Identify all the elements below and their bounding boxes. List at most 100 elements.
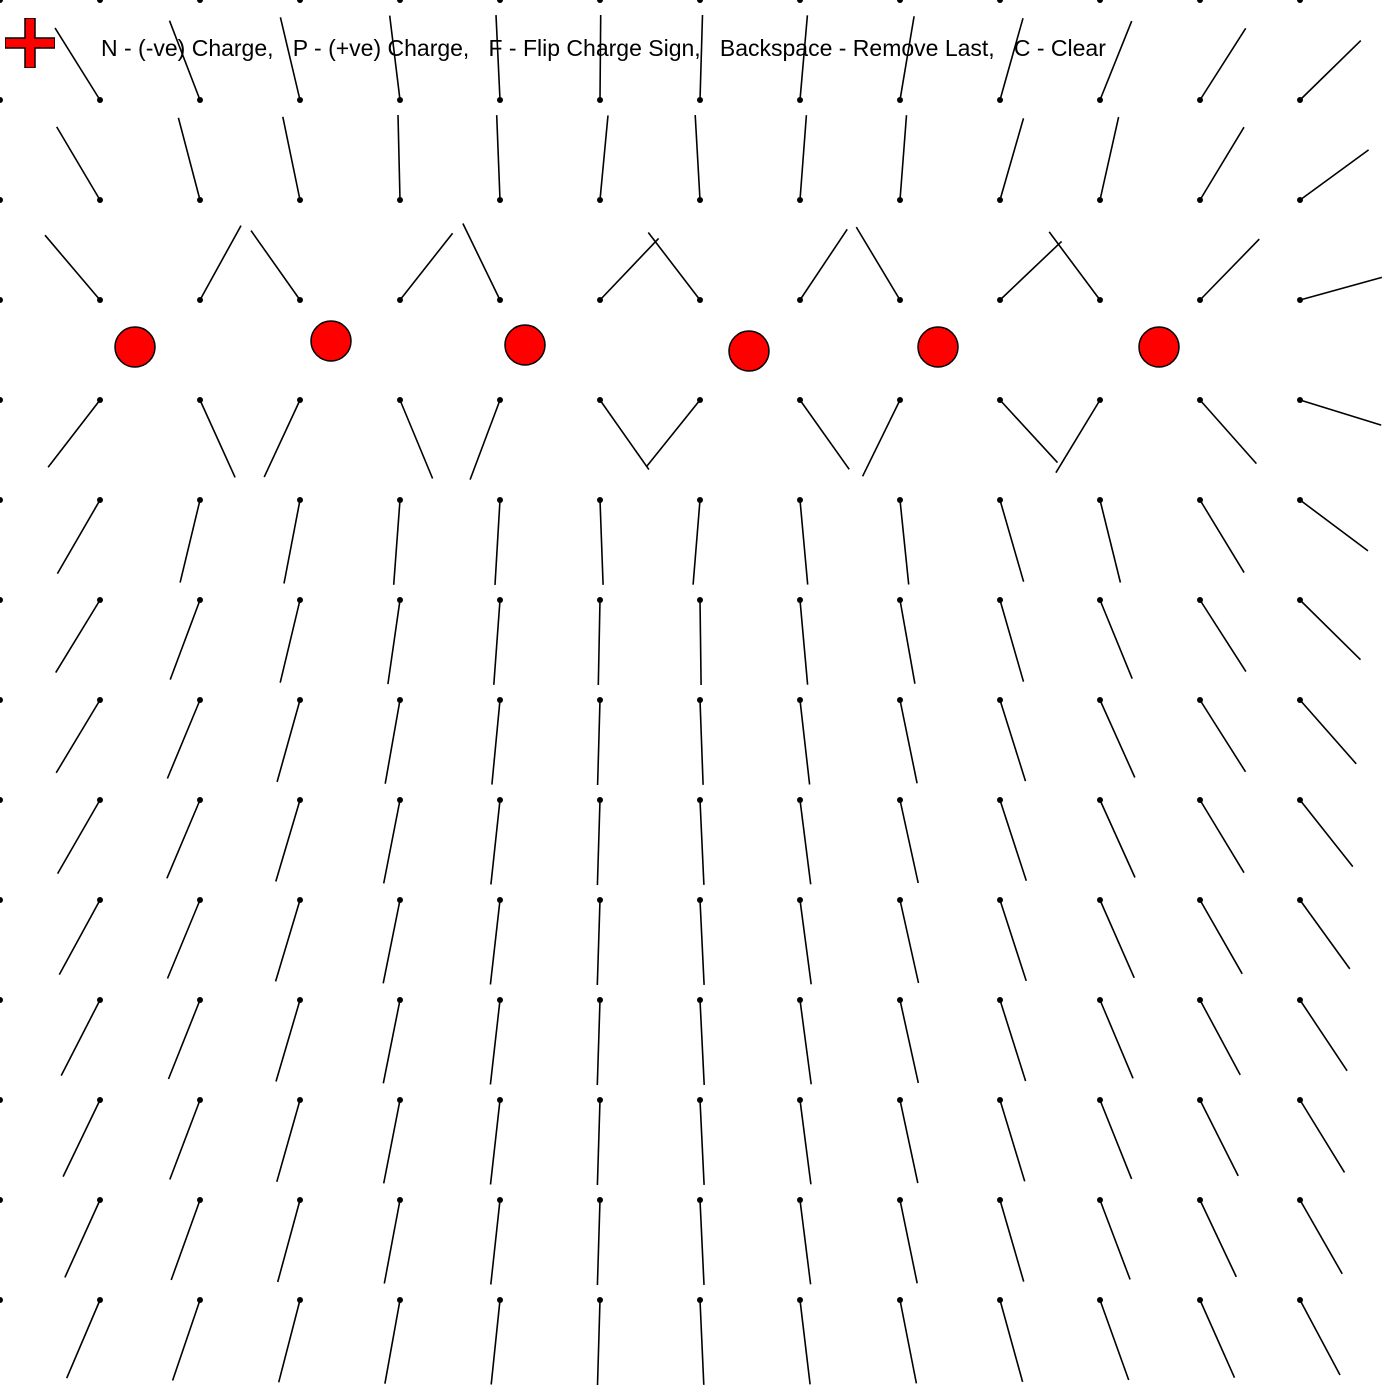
field-vector [799,899,812,985]
vector-origin-dot [997,1297,1003,1303]
vector-origin-dot [497,197,503,203]
field-vector [1299,999,1348,1072]
field-vector [699,1099,705,1185]
field-vector [382,799,401,884]
field-vector [490,1299,501,1385]
vector-origin-dot [497,497,503,503]
vector-origin-dot [97,697,103,703]
field-vector [1299,899,1351,970]
vector-origin-dot [697,597,703,603]
positive-charge[interactable] [917,326,959,368]
vector-origin-dot [297,1197,303,1203]
instructions-text: N - (-ve) Charge, P - (+ve) Charge, F - … [101,35,1106,61]
vector-origin-dot [897,697,903,703]
vector-origin-dot [1097,397,1103,403]
vector-origin-dot [1097,497,1103,503]
field-vector [999,1099,1026,1182]
field-vector [469,399,501,480]
vector-origin-dot [1297,0,1303,3]
vector-origin-dot [1297,1197,1303,1203]
vector-origin-dot [197,897,203,903]
field-vector [1099,20,1133,101]
field-vector [383,1199,401,1284]
positive-charge[interactable] [310,320,352,362]
field-vector [494,499,501,585]
field-vector [283,499,301,584]
field-vector [1299,276,1383,301]
field-vector [599,14,602,101]
vector-origin-dot [297,597,303,603]
vector-origin-dot [197,0,203,3]
vector-origin-dot [397,397,403,403]
vector-origin-dot [697,297,703,303]
vector-origin-dot [197,197,203,203]
vector-origin-dot [1297,297,1303,303]
vector-origin-dot [397,1197,403,1203]
vector-origin-dot [797,0,803,3]
field-vector [1199,1299,1236,1379]
field-vector [799,1199,812,1285]
positive-charge[interactable] [114,326,156,368]
field-vector [1299,1299,1341,1376]
field-vector [699,599,702,686]
field-vector [999,699,1027,782]
vector-origin-dot [697,1297,703,1303]
vector-origin-dot [1197,1197,1203,1203]
vector-origin-dot [1297,697,1303,703]
vector-origin-dot [197,497,203,503]
field-vector [599,115,609,201]
field-vector [692,499,701,585]
plus-icon-shape [5,18,55,68]
positive-charge[interactable] [1138,326,1180,368]
vector-origin-dot [697,797,703,803]
field-vector [899,16,915,101]
vector-origin-dot [697,1097,703,1103]
vector-origin-dot [497,1197,503,1203]
vector-origin-dot [297,1097,303,1103]
vector-origin-dot [797,397,803,403]
field-vector [899,1199,918,1284]
vector-origin-dot [997,397,1003,403]
vector-origin-dot [797,897,803,903]
field-vector [462,223,501,301]
vector-origin-dot [1197,997,1203,1003]
vector-origin-dot [1097,1097,1103,1103]
field-vector [999,17,1024,101]
vector-origin-dot [897,1297,903,1303]
vector-origin-dot [0,1197,3,1203]
field-vector [1055,399,1101,474]
field-vector [596,1099,601,1186]
positive-charge[interactable] [504,324,546,366]
field-vector [999,799,1028,882]
charges-layer [114,320,1180,372]
vector-origin-dot [397,697,403,703]
vector-origin-dot [1097,197,1103,203]
vector-origin-dot [997,997,1003,1003]
field-vector [699,999,705,1085]
vector-origin-dot [1197,597,1203,603]
field-vector [495,115,501,201]
vector-origin-dot [397,0,403,3]
field-vector [64,1199,101,1278]
field-vector [596,1299,601,1386]
vector-origin-dot [997,197,1003,203]
vector-origin-dot [897,897,903,903]
vector-origin-dot [197,97,203,103]
vector-origin-dot [1197,697,1203,703]
vector-origin-dot [397,197,403,203]
field-vector [861,399,901,477]
field-vector [1199,1099,1239,1177]
field-vector [899,1299,918,1384]
vector-origin-dot [797,1197,803,1203]
vector-origin-dot [697,97,703,103]
field-vector [65,1299,101,1379]
vector-origin-dot [897,1197,903,1203]
positive-charge[interactable] [728,330,770,372]
field-vector [166,799,201,879]
vector-origin-dot [497,1097,503,1103]
vector-origin-dot [597,397,603,403]
vector-origin-dot [597,197,603,203]
vector-origin-dot [797,97,803,103]
